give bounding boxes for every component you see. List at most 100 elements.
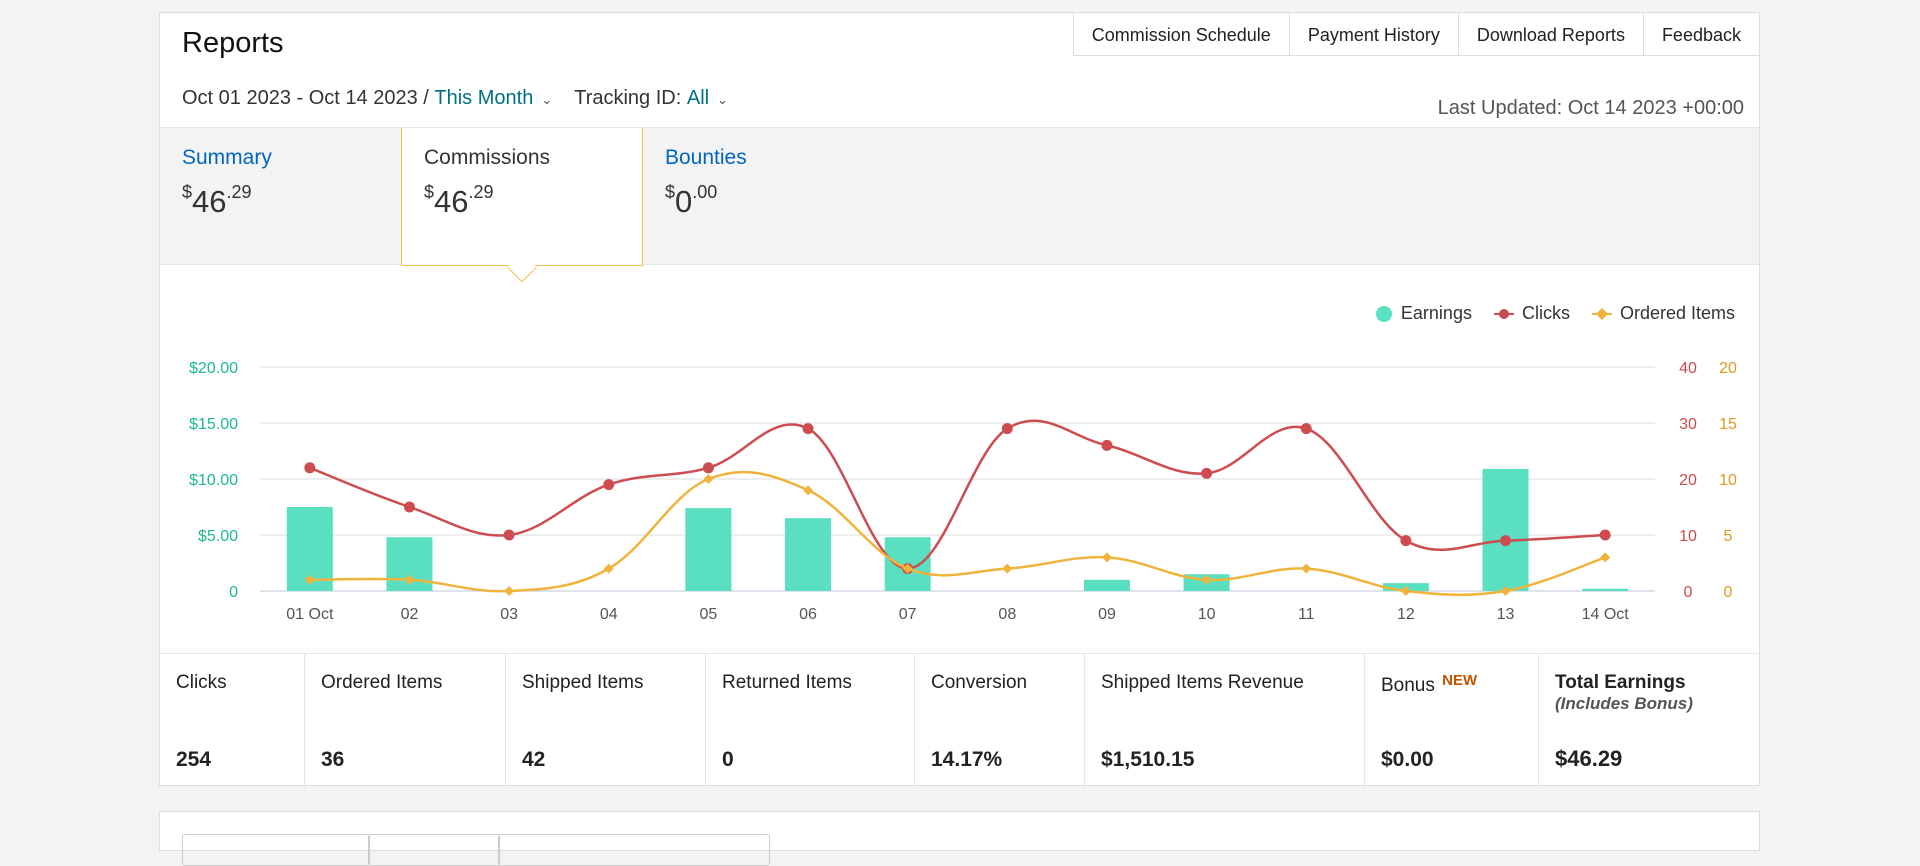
y-ordered-tick-label: 5 bbox=[1724, 528, 1733, 545]
y-left-tick-label: $5.00 bbox=[198, 528, 238, 545]
clicks-point bbox=[802, 423, 814, 435]
stat-shipped-revenue: Shipped Items Revenue $1,510.15 bbox=[1085, 654, 1365, 788]
tab-label: Summary bbox=[182, 146, 272, 169]
ordered-items-point bbox=[803, 485, 814, 496]
y-clicks-tick-label: 0 bbox=[1684, 584, 1693, 601]
stat-shipped-items: Shipped Items 42 bbox=[506, 654, 706, 788]
clicks-point bbox=[702, 462, 714, 474]
clicks-line bbox=[309, 419, 1606, 570]
tab-amount: $46.29 bbox=[182, 182, 252, 219]
x-tick-label: 02 bbox=[401, 606, 419, 623]
tab-commissions[interactable]: Commissions $46.29 bbox=[401, 128, 643, 283]
tracking-id-value: All bbox=[686, 87, 710, 109]
date-range-filter[interactable]: Oct 01 2023 - Oct 14 2023 / This Month ⌄ bbox=[182, 87, 552, 110]
legend-earnings[interactable]: Earnings bbox=[1375, 303, 1472, 324]
ordered-items-point bbox=[603, 563, 614, 574]
earnings-bar bbox=[785, 518, 832, 591]
commission-schedule-link[interactable]: Commission Schedule bbox=[1072, 12, 1289, 56]
tracking-id-filter[interactable]: Tracking ID: All ⌄ bbox=[574, 87, 728, 110]
x-tick-label: 08 bbox=[998, 606, 1016, 623]
y-ordered-tick-label: 10 bbox=[1719, 472, 1737, 489]
new-badge: NEW bbox=[1442, 672, 1478, 689]
report-tabs: Summary $46.29 Commissions $46.29 Bounti… bbox=[160, 127, 1759, 283]
clicks-point bbox=[1400, 535, 1412, 547]
x-tick-label: 06 bbox=[799, 606, 817, 623]
ordered-items-point bbox=[902, 563, 913, 574]
ordered-items-line-icon bbox=[1591, 307, 1612, 320]
stat-bonus: Bonus NEW $0.00 bbox=[1365, 654, 1539, 788]
x-tick-label: 11 bbox=[1298, 606, 1315, 623]
earnings-chart: 0$5.00$10.00$15.00$20.000102030400510152… bbox=[189, 360, 1737, 623]
stat-ordered-items: Ordered Items 36 bbox=[305, 654, 506, 788]
x-tick-label: 01 Oct bbox=[286, 606, 334, 623]
legend-clicks[interactable]: Clicks bbox=[1493, 303, 1570, 324]
ordered-items-point bbox=[1600, 552, 1611, 563]
next-card-tab[interactable] bbox=[368, 834, 500, 866]
ordered-items-point bbox=[1500, 586, 1511, 596]
y-ordered-tick-label: 15 bbox=[1719, 416, 1737, 433]
clicks-point bbox=[1500, 535, 1512, 547]
clicks-point bbox=[403, 501, 415, 513]
y-clicks-tick-label: 20 bbox=[1679, 472, 1697, 489]
payment-history-link[interactable]: Payment History bbox=[1288, 12, 1458, 56]
stat-conversion: Conversion 14.17% bbox=[915, 654, 1085, 788]
tracking-id-label: Tracking ID: bbox=[574, 87, 682, 109]
ordered-items-point bbox=[1201, 574, 1212, 585]
stat-total-earnings: Total Earnings (Includes Bonus) $46.29 bbox=[1555, 672, 1693, 771]
stat-returned-items: Returned Items 0 bbox=[706, 654, 915, 788]
y-left-tick-label: $15.00 bbox=[189, 416, 238, 433]
x-tick-label: 03 bbox=[500, 606, 518, 623]
ordered-items-point bbox=[1400, 586, 1411, 596]
earnings-bar bbox=[1482, 468, 1529, 591]
clicks-line-icon bbox=[1493, 308, 1514, 319]
last-updated: Last Updated: Oct 14 2023 +00:00 bbox=[1437, 97, 1744, 119]
ordered-items-point bbox=[504, 586, 515, 596]
clicks-point bbox=[304, 462, 316, 474]
y-clicks-tick-label: 10 bbox=[1679, 528, 1697, 545]
stats-row: Clicks 254 Ordered Items 36 Shipped Item… bbox=[160, 653, 1759, 788]
clicks-point bbox=[1300, 423, 1312, 435]
x-tick-label: 14 Oct bbox=[1582, 606, 1630, 623]
y-left-tick-label: $10.00 bbox=[189, 472, 238, 489]
reports-card: Reports Commission Schedule Payment Hist… bbox=[159, 12, 1760, 788]
chart-legend: Earnings Clicks Ordered Items bbox=[1375, 303, 1735, 324]
x-tick-label: 04 bbox=[600, 606, 618, 623]
clicks-point bbox=[1201, 467, 1213, 479]
next-card bbox=[159, 811, 1760, 866]
earnings-bar bbox=[1582, 588, 1629, 591]
ordered-items-point bbox=[1301, 563, 1312, 574]
tab-amount: $46.29 bbox=[424, 182, 494, 219]
y-left-tick-label: $20.00 bbox=[189, 360, 238, 377]
next-card-tab[interactable] bbox=[498, 834, 770, 866]
next-card-tab[interactable] bbox=[182, 834, 370, 866]
legend-ordered-items[interactable]: Ordered Items bbox=[1591, 303, 1735, 324]
tab-summary[interactable]: Summary $46.29 bbox=[160, 128, 400, 264]
y-clicks-tick-label: 40 bbox=[1679, 360, 1697, 377]
x-tick-label: 12 bbox=[1397, 606, 1415, 623]
ordered-items-line bbox=[309, 470, 1606, 597]
top-links: Commission Schedule Payment History Down… bbox=[1072, 12, 1760, 56]
x-tick-label: 10 bbox=[1198, 606, 1216, 623]
y-left-tick-label: 0 bbox=[229, 584, 238, 601]
feedback-link[interactable]: Feedback bbox=[1642, 12, 1760, 56]
x-tick-label: 07 bbox=[899, 606, 917, 623]
download-reports-link[interactable]: Download Reports bbox=[1457, 12, 1643, 56]
tab-amount: $0.00 bbox=[665, 182, 718, 219]
y-ordered-tick-label: 0 bbox=[1724, 584, 1733, 601]
date-range-text: Oct 01 2023 - Oct 14 2023 / bbox=[182, 87, 429, 109]
tab-label: Commissions bbox=[424, 146, 551, 169]
ordered-items-point bbox=[404, 574, 415, 585]
y-clicks-tick-label: 30 bbox=[1679, 416, 1697, 433]
chevron-down-icon: ⌄ bbox=[541, 91, 553, 107]
ordered-items-point bbox=[304, 574, 315, 585]
earnings-bar bbox=[1083, 579, 1130, 591]
tab-label: Bounties bbox=[665, 146, 747, 169]
chevron-down-icon: ⌄ bbox=[717, 91, 728, 107]
x-tick-label: 09 bbox=[1098, 606, 1116, 623]
clicks-point bbox=[1101, 439, 1113, 451]
clicks-point bbox=[1599, 529, 1611, 541]
x-tick-label: 13 bbox=[1497, 606, 1515, 623]
tab-bounties[interactable]: Bounties $0.00 bbox=[643, 128, 883, 264]
x-tick-label: 05 bbox=[699, 606, 717, 623]
ordered-items-point bbox=[703, 474, 714, 484]
